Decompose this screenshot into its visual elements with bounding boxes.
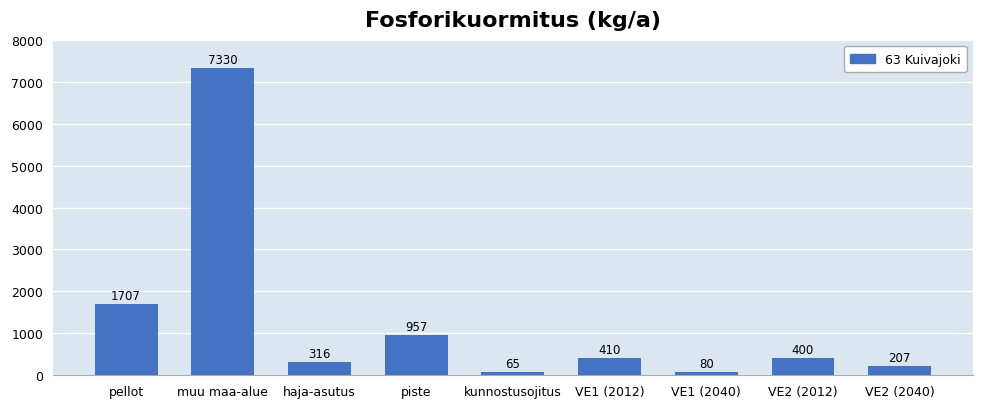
Bar — [771, 359, 834, 375]
Text: 410: 410 — [598, 343, 621, 356]
Title: Fosforikuormitus (kg/a): Fosforikuormitus (kg/a) — [365, 11, 661, 31]
Bar — [288, 362, 351, 375]
Text: 65: 65 — [506, 357, 521, 371]
Text: 207: 207 — [889, 352, 911, 364]
Text: 80: 80 — [699, 357, 713, 370]
Bar — [579, 358, 641, 375]
Bar — [191, 69, 254, 375]
Text: 7330: 7330 — [208, 54, 237, 67]
Bar — [481, 373, 544, 375]
Legend: 63 Kuivajoki: 63 Kuivajoki — [843, 47, 966, 72]
Bar — [675, 372, 738, 375]
Text: 400: 400 — [792, 344, 814, 356]
Text: 316: 316 — [308, 347, 331, 360]
Bar — [868, 366, 931, 375]
Text: 957: 957 — [405, 320, 427, 333]
Bar — [385, 335, 448, 375]
Bar — [94, 304, 157, 375]
Text: 1707: 1707 — [111, 289, 141, 302]
